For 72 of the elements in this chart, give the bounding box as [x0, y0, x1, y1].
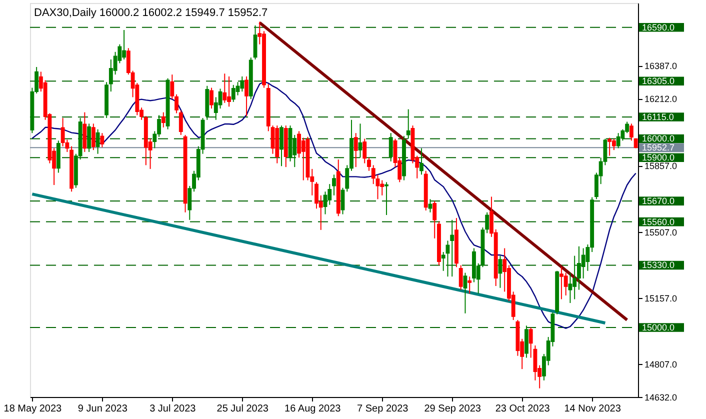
candlestick	[498, 255, 502, 288]
y-tick-label: 14807.0	[644, 359, 678, 370]
candlestick	[161, 112, 166, 128]
ref-line-label: 16115.0	[642, 112, 674, 122]
candlestick	[354, 132, 358, 168]
candlestick	[91, 123, 96, 151]
y-tick-label: 16387.0	[644, 61, 678, 72]
candlestick	[608, 137, 612, 156]
y-tick-label: 14632.0	[644, 392, 678, 402]
candlestick	[384, 182, 388, 216]
candlestick	[100, 132, 104, 148]
x-tick-label: 7 Sep 2023	[357, 404, 409, 414]
ref-line-label: 15670.0	[642, 196, 675, 206]
candlestick	[629, 123, 634, 142]
candlestick	[485, 212, 490, 234]
y-tick-label: 15157.0	[644, 293, 678, 304]
x-tick-label: 18 May 2023	[4, 404, 62, 414]
x-tick-label: 25 Jul 2023	[216, 404, 269, 414]
line-series	[32, 81, 636, 329]
candlestick	[178, 110, 183, 136]
candlestick	[406, 108, 410, 140]
candlestick	[358, 123, 362, 158]
ref-line-label: 16000.0	[642, 134, 675, 144]
candlestick	[253, 24, 258, 60]
candlestick	[581, 248, 586, 279]
y-tick-label: 15857.0	[644, 161, 678, 172]
candlestick	[612, 138, 616, 151]
candlestick	[244, 76, 248, 117]
candlestick	[240, 76, 244, 92]
candlestick	[170, 74, 174, 100]
ref-line-label: 16305.0	[642, 76, 675, 86]
x-tick-label: 9 Jun 2023	[78, 404, 128, 414]
candlestick	[301, 137, 306, 181]
candlestick	[96, 128, 100, 154]
ref-line-label: 15952.7	[642, 142, 675, 153]
ref-line-label: 15000.0	[642, 322, 675, 333]
candlestick	[87, 123, 92, 152]
candlestick	[174, 94, 178, 114]
candlestick	[458, 264, 463, 290]
chart-title: DAX30,Daily 16000.2 16002.2 15949.7 15952.7	[34, 7, 268, 19]
candlestick	[222, 73, 227, 104]
candlestick	[432, 200, 437, 239]
candlestick	[428, 198, 432, 213]
ref-line-label: 15330.0	[642, 260, 675, 270]
candlestick	[420, 148, 424, 176]
candlestick	[280, 125, 284, 167]
candlestick	[524, 325, 528, 358]
ref-line-label: 16590.0	[642, 22, 675, 32]
candlestick	[468, 276, 472, 294]
x-tick-label: 3 Jul 2023	[150, 404, 196, 414]
x-tick-label: 23 Oct 2023	[495, 404, 550, 414]
x-tick-label: 16 Aug 2023	[284, 404, 342, 414]
candlestick	[218, 88, 222, 110]
y-tick-label: 16212.0	[644, 94, 678, 104]
candlestick	[210, 87, 214, 110]
candlestick	[332, 174, 336, 196]
candlestick	[446, 240, 450, 278]
ref-line-label: 15900.0	[642, 152, 675, 163]
x-tick-label: 14 Nov 2023	[564, 404, 622, 414]
x-tick-label: 29 Sep 2023	[424, 404, 482, 414]
candlestick	[568, 272, 572, 304]
y-tick-label: 15507.0	[644, 227, 678, 238]
candlestick	[323, 191, 328, 215]
candlestick	[564, 272, 568, 296]
candlestick	[362, 138, 367, 164]
candlestick	[616, 132, 620, 149]
candlestick	[388, 132, 393, 162]
candlestick	[367, 157, 371, 172]
candlestick	[463, 272, 468, 314]
candlestick	[450, 219, 454, 278]
ref-line-label: 15560.0	[642, 216, 675, 227]
candlestick	[380, 180, 384, 196]
